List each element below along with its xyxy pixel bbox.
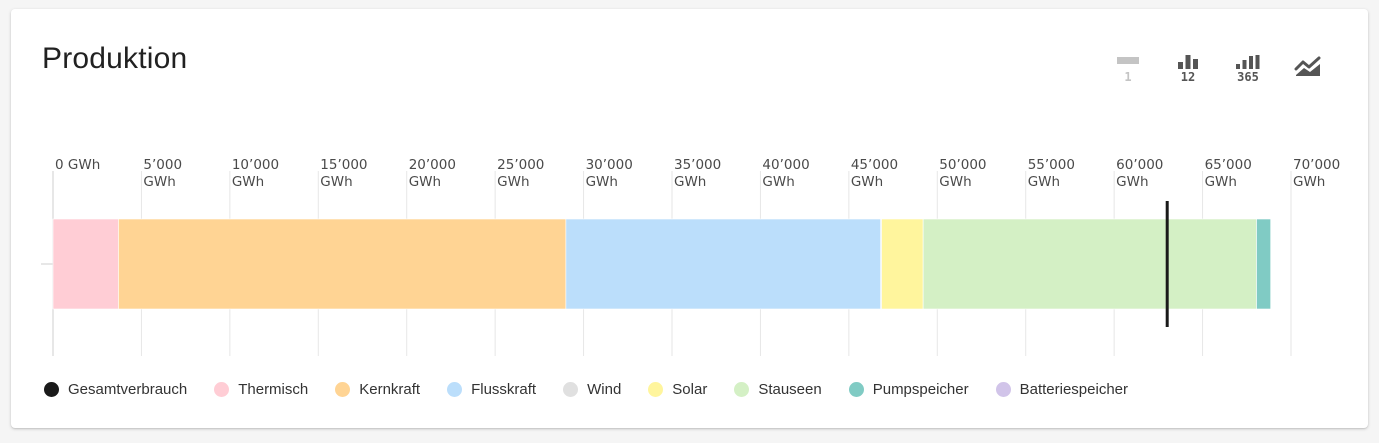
x-tick-label: 15’000 GWh — [320, 157, 367, 190]
chart-legend: Gesamtverbrauch Thermisch Kernkraft Flusskr… — [44, 379, 1155, 399]
legend-swatch — [995, 381, 1011, 397]
x-tick-label-line: 15’000 — [320, 157, 367, 173]
legend-label: Pumpspeicher — [872, 380, 969, 398]
legend-label: Batteriespeicher — [1019, 380, 1129, 398]
x-tick-label: 45’000 GWh — [851, 157, 898, 190]
x-tick-label-line: GWh — [586, 174, 618, 190]
yearly-view-label: 365 — [1237, 70, 1259, 84]
x-tick-label: 10’000 GWh — [232, 157, 279, 190]
x-tick-label-line: 0 GWh — [55, 157, 100, 173]
production-card: Produktion 1 12 — [11, 9, 1368, 428]
legend-swatch — [648, 381, 664, 397]
x-tick-label-line: GWh — [1293, 174, 1325, 190]
card-title: Produktion — [42, 42, 188, 75]
daily-view-button[interactable]: 1 — [1106, 55, 1150, 89]
trend-view-button[interactable] — [1286, 55, 1330, 89]
legend-label: Stauseen — [758, 380, 822, 398]
bar-segment-stauseen[interactable] — [922, 218, 1257, 310]
x-tick-label-line: 40’000 — [762, 157, 809, 173]
x-tick-label-line: 60’000 — [1116, 157, 1163, 173]
legend-label: Thermisch — [238, 380, 309, 398]
x-tick-label-line: GWh — [1205, 174, 1237, 190]
legend-item-flusskraft[interactable]: Flusskraft — [447, 381, 536, 398]
x-tick-label: 60’000 GWh — [1116, 157, 1163, 190]
x-tick-label: 40’000 GWh — [762, 157, 809, 190]
monthly-view-button[interactable]: 12 — [1166, 55, 1210, 89]
bar-segment-solar[interactable] — [881, 218, 924, 310]
x-tick-label-line: GWh — [232, 174, 264, 190]
legend-swatch — [335, 381, 351, 397]
x-tick-label-line: 65’000 — [1205, 157, 1252, 173]
x-tick-label: 55’000 GWh — [1028, 157, 1075, 190]
x-tick-label-line: 25’000 — [497, 157, 544, 173]
legend-item-kernkraft[interactable]: Kernkraft — [335, 381, 420, 398]
x-tick-label-line: 5’000 — [143, 157, 182, 173]
legend-item-gesamtverbrauch[interactable]: Gesamtverbrauch — [44, 381, 187, 398]
legend-item-stauseen[interactable]: Stauseen — [734, 380, 822, 398]
x-tick-label-line: GWh — [1028, 174, 1060, 190]
x-tick-label: 70’000 GWh — [1293, 157, 1340, 190]
legend-swatch — [447, 381, 463, 397]
legend-swatch — [44, 381, 59, 397]
x-tick-label: 30’000 GWh — [586, 157, 633, 190]
bar-chart-icon — [1235, 55, 1261, 69]
x-tick-label-line: GWh — [674, 174, 706, 190]
x-tick-label-line: GWh — [1116, 174, 1148, 190]
daily-view-label: 1 — [1124, 70, 1132, 84]
yearly-view-button[interactable]: 365 — [1226, 55, 1270, 89]
legend-label: Flusskraft — [471, 380, 537, 398]
bar-segment-thermisch[interactable] — [52, 218, 119, 310]
legend-label: Solar — [672, 380, 708, 398]
legend-swatch — [734, 381, 750, 397]
x-tick-label: 5’000 GWh — [143, 157, 182, 190]
x-tick-label-line: 20’000 — [409, 157, 456, 173]
legend-label: Kernkraft — [359, 380, 421, 398]
area-trend-icon — [1294, 55, 1322, 77]
x-tick-label: 20’000 GWh — [409, 157, 456, 190]
x-tick-label-line: 30’000 — [586, 157, 633, 173]
x-tick-label-line: GWh — [409, 174, 441, 190]
x-tick-label-line: GWh — [762, 174, 794, 190]
legend-swatch — [563, 381, 579, 397]
bar-chart-icon — [1176, 55, 1200, 69]
x-tick-label-line: 55’000 — [1028, 157, 1075, 173]
x-tick-label: 0 GWh — [55, 157, 100, 173]
x-tick-label-line: GWh — [939, 174, 971, 190]
day-bar-icon — [1116, 55, 1140, 69]
x-tick-label-line: GWh — [851, 174, 883, 190]
x-tick-label-line: GWh — [320, 174, 352, 190]
x-tick-label-line: 50’000 — [939, 157, 986, 173]
stacked-bar — [52, 218, 1271, 310]
x-tick-label-line: 45’000 — [851, 157, 898, 173]
legend-item-thermisch[interactable]: Thermisch — [214, 381, 308, 398]
x-tick-label-line: GWh — [143, 174, 175, 190]
bar-segment-kernkraft[interactable] — [118, 218, 567, 310]
legend-label: Wind — [587, 380, 622, 398]
x-tick-label-line: GWh — [497, 174, 529, 190]
x-tick-label-line: 35’000 — [674, 157, 721, 173]
x-tick-label-line: 10’000 — [232, 157, 279, 173]
legend-label: Gesamtverbrauch — [68, 380, 188, 398]
x-tick-label: 65’000 GWh — [1205, 157, 1252, 190]
legend-swatch — [214, 381, 230, 397]
x-tick-label: 50’000 GWh — [939, 157, 986, 190]
x-tick-label-line: 70’000 — [1293, 157, 1340, 173]
legend-item-pumpspeicher[interactable]: Pumpspeicher — [848, 380, 969, 398]
bar-segment-pumpspeicher[interactable] — [1256, 218, 1271, 310]
legend-item-batteriespeicher[interactable]: Batteriespeicher — [995, 380, 1129, 398]
legend-item-wind[interactable]: Wind — [563, 381, 621, 398]
x-tick-label: 25’000 GWh — [497, 157, 544, 190]
x-tick-label: 35’000 GWh — [674, 157, 721, 190]
legend-swatch — [848, 381, 864, 397]
bar-segment-flusskraft[interactable] — [565, 218, 881, 310]
monthly-view-label: 12 — [1180, 70, 1196, 84]
legend-item-solar[interactable]: Solar — [648, 381, 707, 398]
